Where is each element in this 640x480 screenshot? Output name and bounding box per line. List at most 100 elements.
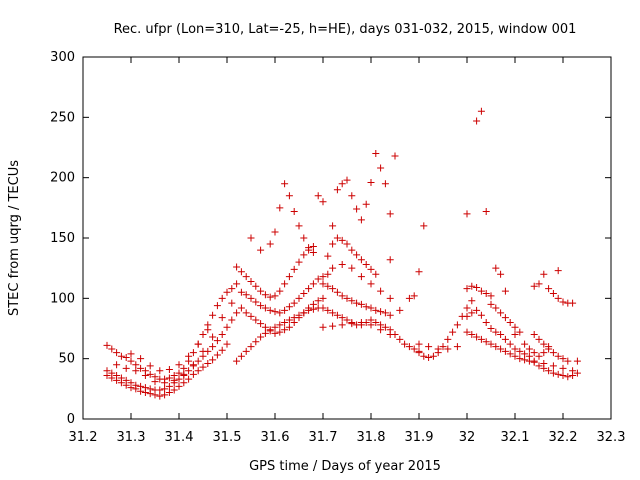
data-point <box>333 288 341 296</box>
data-point <box>117 352 125 360</box>
data-point <box>525 352 533 360</box>
data-point <box>506 340 514 348</box>
data-point <box>257 320 265 328</box>
data-point <box>285 316 293 324</box>
data-point <box>545 367 553 375</box>
data-point <box>122 364 130 372</box>
data-point <box>209 333 217 341</box>
data-point <box>545 285 553 293</box>
data-point <box>329 222 337 230</box>
data-point <box>333 311 341 319</box>
data-point <box>209 356 217 364</box>
data-point <box>535 335 543 343</box>
data-point <box>237 304 245 312</box>
data-point <box>233 357 241 365</box>
x-axis: 31.2 31.3 31.4 31.5 31.6 31.7 31.8 31.9 32 32.1 32… <box>69 57 626 445</box>
data-point <box>314 192 322 200</box>
data-point <box>415 349 423 357</box>
data-point <box>137 387 145 395</box>
data-point <box>333 186 341 194</box>
data-point <box>444 335 452 343</box>
data-point <box>266 240 274 248</box>
data-point <box>343 294 351 302</box>
data-point <box>511 323 519 331</box>
data-point <box>252 316 260 324</box>
data-point <box>540 359 548 367</box>
data-point <box>338 261 346 269</box>
data-point <box>233 263 241 271</box>
data-point <box>569 367 577 375</box>
data-point <box>386 256 394 264</box>
data-point <box>453 321 461 329</box>
data-point <box>127 350 135 358</box>
data-point <box>545 345 553 353</box>
x-tick-label: 31.8 <box>357 430 386 445</box>
data-point <box>127 384 135 392</box>
data-point <box>122 353 130 361</box>
data-point <box>338 321 346 329</box>
data-point <box>559 298 567 306</box>
data-point <box>151 391 159 399</box>
data-point <box>122 381 130 389</box>
data-point <box>516 355 524 363</box>
data-point <box>189 370 197 378</box>
x-tick-label: 32.3 <box>597 430 626 445</box>
data-point <box>324 270 332 278</box>
data-point <box>487 300 495 308</box>
data-point <box>132 367 140 375</box>
data-point <box>309 248 317 256</box>
data-point <box>521 350 529 358</box>
data-point <box>247 234 255 242</box>
x-tick-label: 31.7 <box>309 430 338 445</box>
data-point <box>497 309 505 317</box>
data-point <box>357 273 365 281</box>
data-point <box>338 314 346 322</box>
data-point <box>257 287 265 295</box>
data-point <box>377 308 385 316</box>
data-point <box>242 273 250 281</box>
data-point <box>189 361 197 369</box>
data-point <box>381 180 389 188</box>
data-point <box>338 180 346 188</box>
data-point <box>247 343 255 351</box>
data-point <box>185 375 193 383</box>
data-point <box>300 309 308 317</box>
data-point <box>223 340 231 348</box>
data-point <box>146 370 154 378</box>
data-point <box>415 268 423 276</box>
data-point <box>564 373 572 381</box>
data-point <box>506 318 514 326</box>
data-point <box>175 369 183 377</box>
data-point <box>194 367 202 375</box>
data-point <box>242 309 250 317</box>
data-point <box>511 352 519 360</box>
data-point <box>175 361 183 369</box>
data-point <box>194 357 202 365</box>
data-point <box>117 379 125 387</box>
data-point <box>434 345 442 353</box>
data-point <box>146 390 154 398</box>
data-point <box>372 150 380 158</box>
data-point <box>113 361 121 369</box>
y-tick-label: 50 <box>58 352 75 367</box>
data-point <box>237 288 245 296</box>
data-point <box>127 357 135 365</box>
data-point <box>353 251 361 259</box>
y-tick-label: 200 <box>50 171 75 186</box>
data-point <box>521 340 529 348</box>
data-point <box>271 323 279 331</box>
data-point <box>300 290 308 298</box>
data-point <box>261 323 269 331</box>
data-point <box>501 287 509 295</box>
data-point <box>348 246 356 254</box>
data-point <box>362 261 370 269</box>
data-point <box>204 359 212 367</box>
data-point <box>396 335 404 343</box>
data-point <box>396 306 404 314</box>
data-point <box>386 294 394 302</box>
y-axis: 0 50 100 150 200 250 300 <box>50 50 611 427</box>
data-point <box>290 299 298 307</box>
data-point <box>506 350 514 358</box>
y-tick-label: 150 <box>50 231 75 246</box>
x-tick-label: 31.9 <box>405 430 434 445</box>
